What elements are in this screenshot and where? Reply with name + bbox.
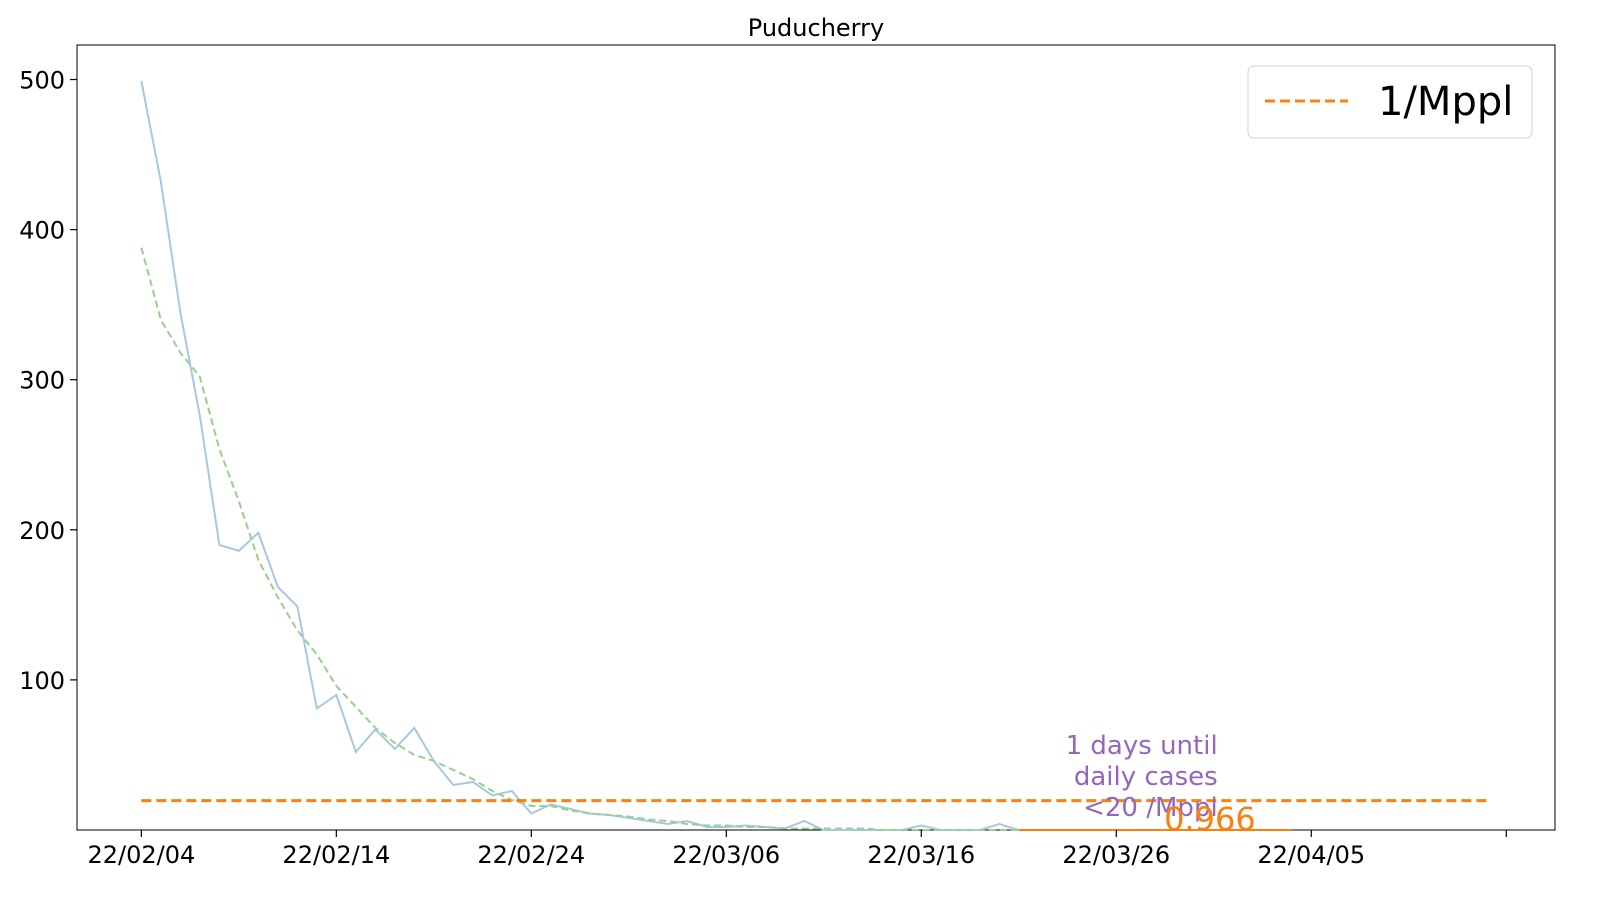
x-tick-label: 22/02/04 [87,841,195,869]
x-tick-label: 22/02/24 [477,841,585,869]
annotation-line: <20 /Mppl [1083,793,1218,823]
x-tick-label: 22/03/26 [1062,841,1170,869]
smoothed-trend-line [140,247,1097,831]
y-tick-label: 200 [19,517,65,545]
daily-cases-line [140,80,1292,831]
y-tick-label: 300 [19,367,65,395]
y-tick-label: 100 [19,667,65,695]
annotation-layer: 1 days until daily cases <20 /Mppl 0.966 [1066,731,1256,838]
x-tick-label: 22/02/14 [282,841,390,869]
legend-box [1247,65,1533,139]
y-tick-label: 400 [19,217,65,245]
legend: 1/Mppl [1247,65,1533,139]
annotation-line: daily cases [1074,762,1218,792]
x-tick-label: 22/03/06 [672,841,780,869]
legend-label-1-mppl: 1/Mppl [1378,79,1513,125]
plot-frame [76,44,1556,831]
x-tick-label: 22/04/05 [1257,841,1365,869]
annotation-line: 1 days until [1066,731,1218,761]
days-until-annotation: 1 days until daily cases <20 /Mppl [1066,731,1218,823]
y-axis: 100 200 300 400 500 [19,67,77,695]
series-layer [140,80,1487,831]
x-axis: 22/02/04 22/02/14 22/02/24 22/03/06 22/03/16… [87,830,1507,869]
y-tick-label: 500 [19,67,65,95]
value-annotation: 0.966 [1164,800,1256,838]
chart-title: Puducherry [748,14,884,42]
x-tick-label: 22/03/16 [867,841,975,869]
